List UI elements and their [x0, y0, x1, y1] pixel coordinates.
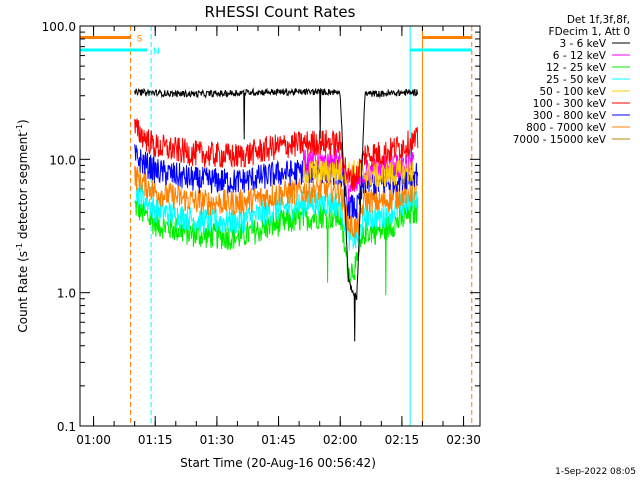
x-axis-label: Start Time (20-Aug-16 00:56:42): [180, 456, 376, 470]
series-line-7: [134, 165, 419, 239]
legend-entry-0: 3 - 6 keV: [559, 38, 606, 50]
legend-entry-5: 100 - 300 keV: [533, 98, 607, 110]
marker-label-N: N: [153, 47, 160, 57]
series-line-0: [134, 87, 419, 342]
x-tick-label-0: 01:00: [76, 433, 111, 447]
plot-frame: [79, 25, 481, 427]
series-line-5: [134, 118, 419, 192]
plot-area: SN: [79, 26, 473, 426]
y-axis-label: Count Rate (s-1 detector segment-1): [15, 119, 30, 332]
y-tick-label-3: 100.0: [42, 20, 76, 34]
x-tick-label-1: 01:15: [138, 433, 173, 447]
legend-header-0: Det 1f,3f,8f,: [567, 14, 630, 26]
legend-entry-7: 800 - 7000 keV: [526, 122, 607, 134]
axes: 0.1 1.0 10.0 100.0 01:00 01:15 01:30 01:45 02:00…: [42, 20, 481, 447]
series-line-6: [134, 144, 419, 220]
timestamp: 1-Sep-2022 08:05: [555, 467, 636, 477]
x-tick-label-6: 02:30: [446, 433, 481, 447]
x-tick-label-4: 02:00: [323, 433, 358, 447]
y-tick-label-0: 0.1: [57, 420, 76, 434]
series-line-3: [134, 182, 419, 251]
legend-entry-1: 6 - 12 keV: [553, 50, 607, 62]
x-tick-label-3: 01:45: [261, 433, 296, 447]
legend-entry-8: 7000 - 15000 keV: [513, 134, 607, 146]
chart-title: RHESSI Count Rates: [205, 3, 356, 21]
legend-entry-4: 50 - 100 keV: [539, 86, 606, 98]
series-line-1: [302, 148, 415, 202]
x-tick-label-5: 02:15: [385, 433, 420, 447]
y-tick-label-2: 10.0: [49, 153, 76, 167]
y-tick-label-1: 1.0: [57, 287, 76, 301]
legend-header-1: FDecim 1, Att 0: [549, 26, 630, 38]
x-tick-label-2: 01:30: [200, 433, 235, 447]
legend-entry-2: 12 - 25 keV: [546, 62, 607, 74]
legend-entry-3: 25 - 50 keV: [546, 74, 607, 86]
marker-label-S: S: [137, 34, 143, 44]
legend-entry-6: 300 - 800 keV: [533, 110, 607, 122]
